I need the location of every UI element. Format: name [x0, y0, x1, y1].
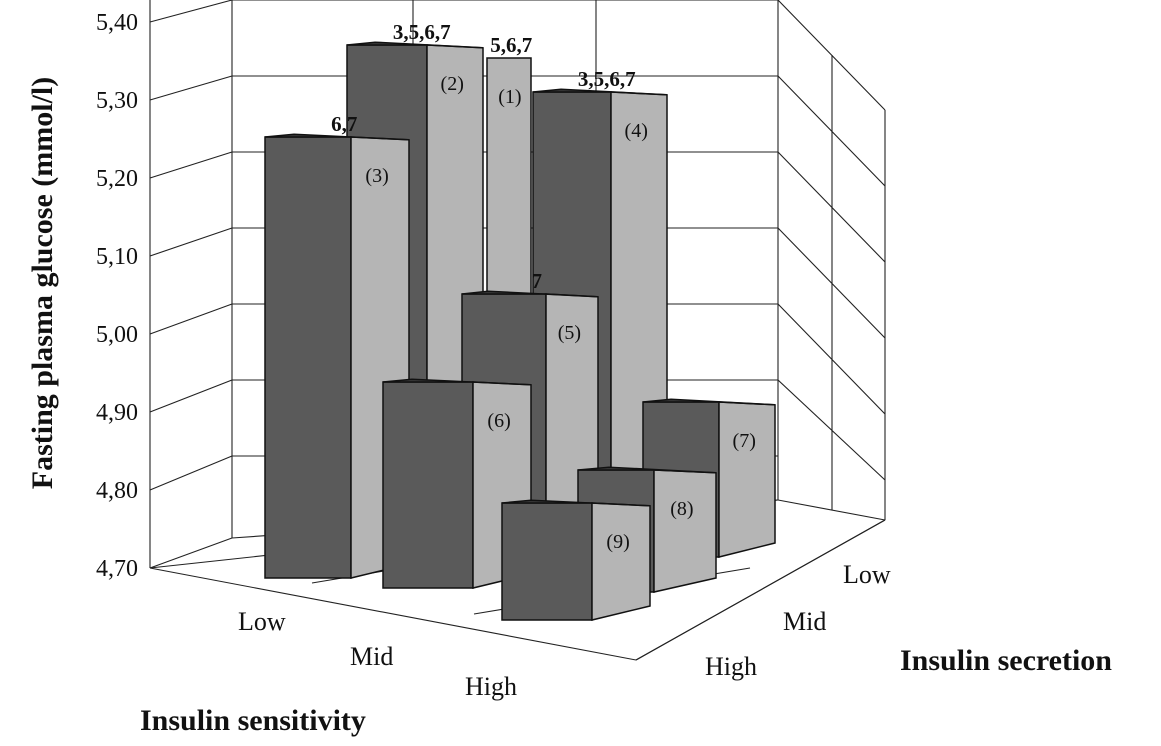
bar-9-front [501, 502, 593, 621]
y-axis-title: Fasting plasma glucose (mmol/l) [26, 77, 59, 490]
z-category-label: Mid [783, 607, 826, 636]
bar-2-top [346, 41, 484, 49]
y-tick-label: 5,40 [96, 10, 138, 36]
z-axis-title: Insulin secretion [900, 644, 1112, 677]
bar-6-id-label: (6) [487, 410, 510, 432]
y-tick-label: 4,80 [96, 478, 138, 504]
bar-1-id-label: (1) [498, 86, 521, 108]
z-category-label: High [705, 652, 757, 681]
bar-6-top [382, 378, 532, 386]
x-category-label: High [465, 672, 517, 701]
bar-3-significance: 6,7 [331, 112, 357, 136]
x-category-label: Mid [350, 642, 393, 671]
bar-5-significance: 7 [532, 269, 543, 293]
bar-7-top [642, 398, 776, 406]
bar-9-top [501, 499, 651, 507]
bar-8-id-label: (8) [670, 498, 693, 520]
bar-3-id-label: (3) [365, 165, 388, 187]
z-category-labels: Low Mid High [705, 560, 891, 681]
bar-9-id-label: (9) [606, 531, 629, 553]
x-category-label: Low [238, 607, 286, 636]
bar-9-side [591, 502, 651, 621]
bar-8-top [577, 466, 717, 474]
bar-3-front [264, 136, 352, 579]
y-tick-labels: 5,40 5,30 5,20 5,10 5,00 4,90 4,80 4,70 [96, 10, 138, 582]
x-category-labels: Low Mid High [238, 607, 517, 701]
y-tick-label: 4,90 [96, 400, 138, 426]
bar-9 [501, 499, 651, 621]
y-tick-label: 5,30 [96, 88, 138, 114]
y-tick-label: 5,00 [96, 322, 138, 348]
bar-6-front [382, 381, 474, 589]
y-tick-label: 5,10 [96, 244, 138, 270]
bar-4-top [532, 88, 668, 96]
bar-2-significance: 3,5,6,7 [393, 20, 451, 44]
z-category-label: Low [843, 560, 891, 589]
bar-5-top [461, 290, 599, 298]
bar-8-side [653, 469, 717, 593]
bar-7-side [718, 401, 776, 558]
bars-group [264, 41, 776, 621]
bar-7-id-label: (7) [733, 430, 756, 452]
bar-labels-group: (1) 5,6,7 (2) 3,5,6,7 (4) 3,5,6,7 (3) 6,7 (5) 7 (7… [331, 20, 756, 553]
y-tick-label: 4,70 [96, 556, 138, 582]
y-tick-label: 5,20 [96, 166, 138, 192]
bar-4-id-label: (4) [625, 120, 648, 142]
x-axis-title: Insulin sensitivity [140, 704, 366, 737]
bar-5-id-label: (5) [558, 322, 581, 344]
bar-3-top [264, 133, 410, 141]
bar-1-significance: 5,6,7 [490, 33, 532, 57]
bar-2-id-label: (2) [441, 73, 464, 95]
bar-4-significance: 3,5,6,7 [578, 67, 636, 91]
